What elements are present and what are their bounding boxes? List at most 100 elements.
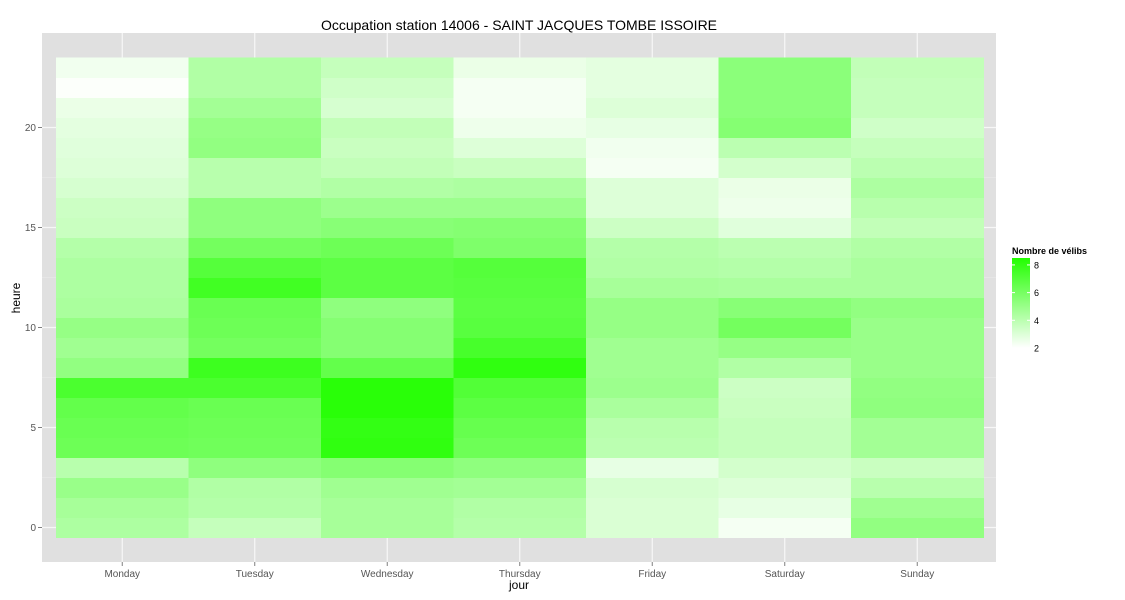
heatmap-cell-wednesday-h15 — [321, 217, 454, 238]
y-tick-label: 20 — [25, 123, 37, 134]
heatmap-cell-monday-h12 — [56, 277, 189, 298]
y-axis: 0 5 10 15 20 — [25, 123, 42, 534]
legend-tick-label: 8 — [1034, 260, 1039, 270]
heatmap-cell-sunday-h16 — [851, 197, 984, 218]
heatmap-cell-sunday-h17 — [851, 177, 984, 198]
heatmap-cell-wednesday-h2 — [321, 477, 454, 498]
x-tick-label: Wednesday — [361, 569, 414, 580]
heatmap-cell-sunday-h14 — [851, 237, 984, 258]
heatmap-cell-wednesday-h12 — [321, 277, 454, 298]
heatmap-cell-monday-h14 — [56, 237, 189, 258]
heatmap-cell-friday-h17 — [586, 177, 719, 198]
heatmap-cell-monday-h17 — [56, 177, 189, 198]
heatmap-cell-friday-h11 — [586, 297, 719, 318]
heatmap-cell-thursday-h3 — [453, 457, 587, 478]
heatmap-cell-sunday-h18 — [851, 157, 984, 178]
heatmap-cell-monday-h6 — [56, 397, 189, 418]
heatmap-cell-friday-h19 — [586, 137, 719, 158]
heatmap-cell-monday-h16 — [56, 197, 189, 218]
heatmap-cell-saturday-h5 — [718, 417, 852, 438]
heatmap-cell-wednesday-h3 — [321, 457, 454, 478]
heatmap-cell-monday-h2 — [56, 477, 189, 498]
heatmap-cell-wednesday-h13 — [321, 257, 454, 278]
heatmap-cell-friday-h20 — [586, 117, 719, 138]
heatmap-cell-wednesday-h19 — [321, 137, 454, 158]
heatmap-cell-wednesday-h17 — [321, 177, 454, 198]
heatmap-cell-tuesday-h10 — [188, 317, 322, 338]
heatmap-cell-wednesday-h23 — [321, 57, 454, 78]
heatmap-cell-saturday-h6 — [718, 397, 852, 418]
heatmap-cell-sunday-h0 — [851, 517, 984, 538]
heatmap-cell-friday-h9 — [586, 337, 719, 358]
heatmap-cell-thursday-h5 — [453, 417, 587, 438]
y-tick-label: 10 — [25, 323, 37, 334]
x-tick-label: Thursday — [499, 569, 541, 580]
heatmap-cell-tuesday-h19 — [188, 137, 322, 158]
heatmap-cell-friday-h7 — [586, 377, 719, 398]
heatmap-cell-wednesday-h8 — [321, 357, 454, 378]
heatmap-cell-friday-h15 — [586, 217, 719, 238]
heatmap-cell-saturday-h3 — [718, 457, 852, 478]
heatmap-cell-saturday-h12 — [718, 277, 852, 298]
heatmap-cell-thursday-h4 — [453, 437, 587, 458]
heatmap-cell-tuesday-h17 — [188, 177, 322, 198]
heatmap-cell-friday-h12 — [586, 277, 719, 298]
heatmap-cell-monday-h19 — [56, 137, 189, 158]
heatmap-cell-saturday-h4 — [718, 437, 852, 458]
heatmap-cell-thursday-h15 — [453, 217, 587, 238]
heatmap-cell-sunday-h10 — [851, 317, 984, 338]
heatmap-cell-wednesday-h11 — [321, 297, 454, 318]
heatmap-cell-tuesday-h21 — [188, 97, 322, 118]
heatmap-cell-monday-h3 — [56, 457, 189, 478]
heatmap-cell-saturday-h17 — [718, 177, 852, 198]
heatmap-cell-tuesday-h0 — [188, 517, 322, 538]
heatmap-cell-wednesday-h0 — [321, 517, 454, 538]
heatmap-cell-saturday-h21 — [718, 97, 852, 118]
heatmap-cell-friday-h6 — [586, 397, 719, 418]
heatmap-cell-sunday-h4 — [851, 437, 984, 458]
heatmap-cell-thursday-h9 — [453, 337, 587, 358]
heatmap-cell-tuesday-h11 — [188, 297, 322, 318]
heatmap-cell-thursday-h16 — [453, 197, 587, 218]
heatmap-cell-thursday-h21 — [453, 97, 587, 118]
heatmap-cell-friday-h18 — [586, 157, 719, 178]
heatmap-cell-tuesday-h9 — [188, 337, 322, 358]
heatmap-cell-wednesday-h22 — [321, 77, 454, 98]
heatmap-cell-sunday-h6 — [851, 397, 984, 418]
heatmap-cell-sunday-h7 — [851, 377, 984, 398]
heatmap-cell-sunday-h20 — [851, 117, 984, 138]
heatmap-cell-tuesday-h7 — [188, 377, 322, 398]
heatmap-cell-tuesday-h2 — [188, 477, 322, 498]
heatmap-cell-sunday-h1 — [851, 497, 984, 518]
heatmap-cell-thursday-h1 — [453, 497, 587, 518]
heatmap-cell-saturday-h8 — [718, 357, 852, 378]
heatmap-cell-friday-h1 — [586, 497, 719, 518]
heatmap-cell-saturday-h9 — [718, 337, 852, 358]
x-tick-label: Saturday — [765, 569, 805, 580]
heatmap-cell-thursday-h19 — [453, 137, 587, 158]
x-axis: Monday Tuesday Wednesday Thursday Friday Satu… — [104, 562, 934, 580]
legend-title: Nombre de vélibs — [1012, 246, 1087, 256]
heatmap-cell-sunday-h23 — [851, 57, 984, 78]
x-tick-label: Monday — [104, 569, 140, 580]
heatmap-cell-monday-h9 — [56, 337, 189, 358]
heatmap-cell-thursday-h14 — [453, 237, 587, 258]
heatmap-cell-wednesday-h18 — [321, 157, 454, 178]
heatmap-cell-monday-h10 — [56, 317, 189, 338]
heatmap-cells — [56, 57, 984, 538]
heatmap-cell-thursday-h23 — [453, 57, 587, 78]
heatmap-cell-friday-h5 — [586, 417, 719, 438]
heatmap-cell-saturday-h7 — [718, 377, 852, 398]
heatmap-cell-monday-h4 — [56, 437, 189, 458]
heatmap-cell-tuesday-h5 — [188, 417, 322, 438]
heatmap-cell-thursday-h20 — [453, 117, 587, 138]
heatmap-cell-friday-h21 — [586, 97, 719, 118]
heatmap-cell-tuesday-h15 — [188, 217, 322, 238]
heatmap-cell-tuesday-h23 — [188, 57, 322, 78]
heatmap-cell-saturday-h2 — [718, 477, 852, 498]
heatmap-cell-thursday-h13 — [453, 257, 587, 278]
legend-colorbar — [1012, 258, 1030, 348]
x-tick-label: Sunday — [900, 569, 934, 580]
heatmap-cell-saturday-h14 — [718, 237, 852, 258]
